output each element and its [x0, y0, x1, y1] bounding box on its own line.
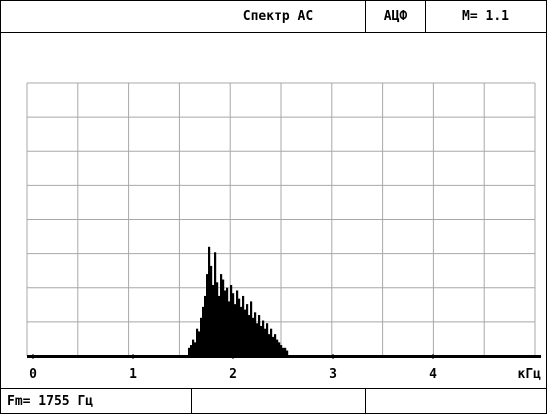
spectrum-bars [188, 246, 289, 356]
spectrum-bar [236, 290, 239, 356]
spectrum-bar [276, 339, 279, 356]
spectrum-bar [272, 336, 275, 356]
magnification-readout: M= 1.1 [462, 9, 509, 24]
spectrum-bar [258, 315, 261, 356]
spectrum-bar [228, 301, 231, 356]
spectrum-bar [282, 347, 285, 356]
spectrum-bar [222, 279, 225, 356]
spectrum-bar [246, 304, 249, 356]
spectrum-bar [226, 287, 229, 356]
spectrum-bar [268, 334, 271, 356]
spectrum-bar [218, 295, 221, 356]
x-axis-tick-label: 3 [329, 367, 337, 382]
x-axis-tick-label: 1 [129, 367, 137, 382]
spectrum-bar [264, 328, 267, 356]
spectrum-title: Спектр АС [242, 9, 314, 24]
spectrum-bar [244, 309, 247, 356]
spectrum-bar [234, 304, 237, 356]
spectrum-bar [278, 342, 281, 356]
spectrum-bar [250, 301, 253, 356]
spectrum-bar [260, 325, 263, 356]
spectrum-bar [248, 315, 251, 356]
spectrum-bar [230, 285, 233, 356]
spectrum-bar [266, 323, 269, 356]
spectrum-bar [212, 285, 215, 356]
spectrum-bar [232, 293, 235, 356]
spectrum-bar [262, 320, 265, 356]
spectrum-bar [194, 342, 197, 356]
spectrum-bar [202, 306, 205, 356]
spectrum-chart: 0 1 2 3 4 кГц [26, 82, 542, 382]
spectrum-bar [200, 317, 203, 356]
footer-divider [191, 389, 192, 414]
chart-grid [26, 82, 536, 357]
x-axis-tick-labels: 0 1 2 3 4 [29, 367, 437, 382]
spectrum-bar [190, 345, 193, 356]
spectrum-bar [198, 331, 201, 356]
spectrum-bar [220, 274, 223, 356]
x-axis-tick-label: 2 [229, 367, 237, 382]
spectrum-bar [242, 295, 245, 356]
spectrum-bar [238, 298, 241, 356]
spectrum-bar [188, 347, 191, 356]
header-bar: Спектр АС АЦФ M= 1.1 [1, 1, 546, 33]
x-axis-unit-label: кГц [518, 367, 542, 382]
spectrum-bar [256, 323, 259, 356]
spectrum-bar [224, 290, 227, 356]
frequency-readout: Fm= 1755 Гц [7, 394, 94, 409]
spectrum-bar [240, 306, 243, 356]
spectrum-bar [286, 350, 289, 356]
spectrum-bar [192, 339, 195, 356]
spectrum-bar [210, 265, 213, 356]
spectrum-bar [284, 347, 287, 356]
footer-divider [365, 389, 366, 414]
spectrum-bar [252, 317, 255, 356]
spectrum-bar [214, 252, 217, 356]
spectrum-bar [280, 345, 283, 356]
spectrum-bar [254, 312, 257, 356]
mode-indicator: АЦФ [365, 1, 426, 32]
spectrum-bar [274, 334, 277, 356]
x-axis-tick-label: 4 [429, 367, 437, 382]
spectrum-bar [216, 282, 219, 356]
spectrum-bar [206, 274, 209, 356]
spectrum-bar [208, 246, 211, 356]
spectrum-bar [196, 328, 199, 356]
footer-bar: Fm= 1755 Гц [1, 388, 546, 414]
x-axis-tick-label: 0 [29, 367, 37, 382]
spectrum-bar [204, 295, 207, 356]
x-axis-ticks [32, 354, 434, 359]
spectrum-bar [270, 328, 273, 356]
